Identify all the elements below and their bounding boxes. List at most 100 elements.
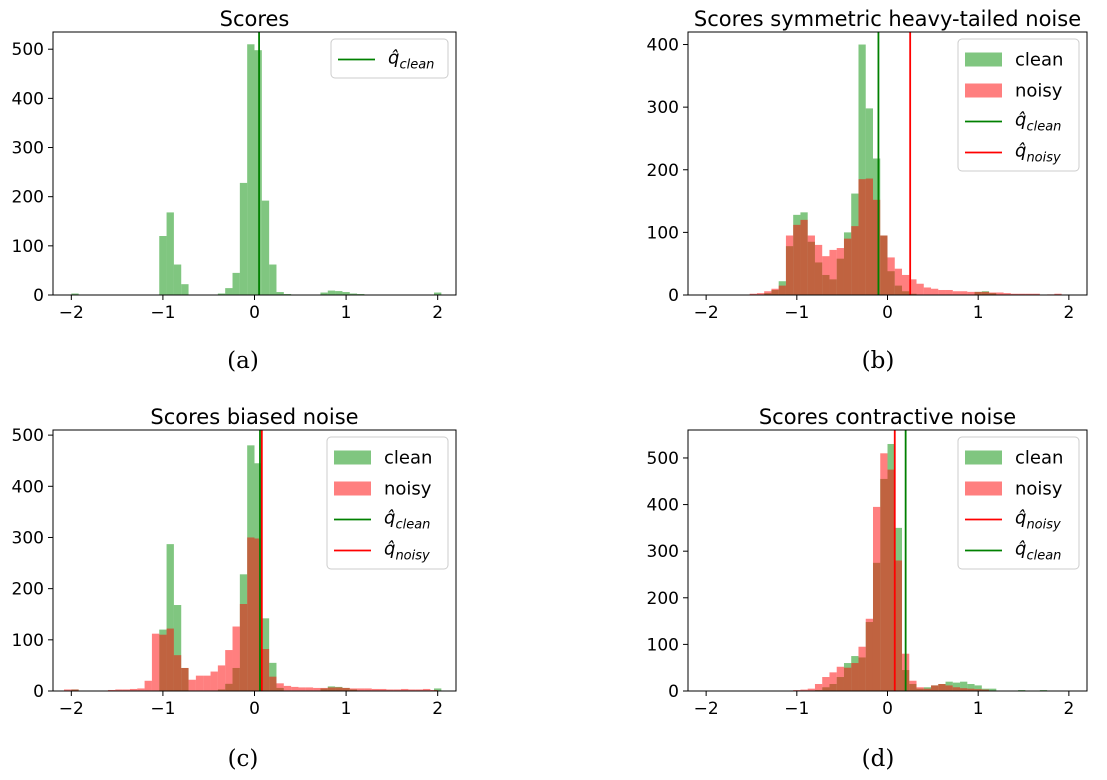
bar-noisy-41 bbox=[393, 689, 402, 691]
bar-noisy-5 bbox=[829, 672, 837, 691]
bar-noisy-21 bbox=[945, 685, 953, 691]
bar-noisy-40 bbox=[386, 689, 394, 691]
bar-noisy-4 bbox=[822, 677, 830, 691]
x-tick-label: 2 bbox=[432, 303, 443, 323]
x-tick-label: 1 bbox=[973, 699, 984, 719]
bar-noisy-6 bbox=[137, 688, 145, 691]
bar-noisy-8 bbox=[151, 633, 160, 691]
bar-noisy-29 bbox=[960, 291, 968, 295]
legend-swatch-noisy bbox=[334, 481, 371, 496]
y-tick-label: 200 bbox=[647, 589, 679, 609]
bar-noisy-1 bbox=[71, 689, 79, 691]
bar-noisy-38 bbox=[1025, 293, 1033, 295]
bar-noisy-0 bbox=[749, 293, 757, 295]
bar-noisy-37 bbox=[364, 688, 372, 691]
bar-clean-18 bbox=[342, 292, 350, 295]
x-tick-label: −2 bbox=[59, 303, 84, 323]
bar-noisy-10 bbox=[865, 618, 873, 691]
bar-noisy-4 bbox=[122, 689, 130, 691]
bar-clean-3 bbox=[173, 605, 182, 691]
bar-noisy-15 bbox=[858, 179, 866, 295]
x-tick-label: 2 bbox=[432, 699, 443, 719]
y-tick-label: 400 bbox=[647, 496, 679, 516]
bar-noisy-39 bbox=[379, 688, 387, 691]
y-tick-label: 100 bbox=[12, 631, 44, 651]
bar-noisy-29 bbox=[305, 687, 314, 691]
bar-noisy-38 bbox=[371, 688, 380, 691]
bar-noisy-12 bbox=[880, 453, 888, 691]
bar-noisy-46 bbox=[430, 689, 438, 691]
legend-box bbox=[326, 436, 449, 570]
bar-noisy-39 bbox=[1032, 293, 1040, 295]
bar-noisy-42 bbox=[401, 688, 409, 691]
panel-caption: (b) bbox=[862, 348, 895, 374]
bar-clean-16 bbox=[327, 290, 336, 295]
bar-noisy-9 bbox=[159, 634, 167, 691]
bar-noisy-23 bbox=[916, 283, 924, 295]
legend-box bbox=[957, 436, 1080, 570]
bar-noisy-2 bbox=[807, 688, 815, 691]
bar-noisy-3 bbox=[771, 288, 779, 295]
bar-clean-0 bbox=[71, 293, 79, 295]
y-tick-label: 200 bbox=[647, 161, 679, 181]
bar-noisy-18 bbox=[923, 688, 932, 691]
legend-box bbox=[330, 38, 449, 79]
x-tick-label: −1 bbox=[150, 303, 175, 323]
bar-noisy-25 bbox=[931, 288, 939, 295]
bar-noisy-14 bbox=[851, 226, 859, 295]
bar-noisy-0 bbox=[63, 689, 72, 691]
chart-title: Scores contractive noise bbox=[759, 405, 1016, 429]
bar-noisy-16 bbox=[210, 671, 218, 691]
bar-noisy-26 bbox=[938, 289, 946, 295]
bar-noisy-22 bbox=[952, 687, 961, 691]
bar-noisy-17 bbox=[217, 665, 226, 691]
bar-noisy-14 bbox=[894, 560, 903, 691]
bar-noisy-6 bbox=[793, 224, 801, 295]
bar-noisy-5 bbox=[785, 235, 794, 295]
bar-noisy-33 bbox=[989, 292, 997, 295]
panel-caption: (a) bbox=[227, 348, 259, 374]
bar-clean-21 bbox=[967, 684, 975, 691]
bar-noisy-23 bbox=[261, 649, 270, 691]
bar-noisy-8 bbox=[851, 663, 859, 691]
bar-noisy-11 bbox=[829, 249, 837, 295]
bar-clean-6 bbox=[225, 288, 233, 295]
legend-swatch-noisy bbox=[965, 481, 1002, 496]
bar-noisy-16 bbox=[909, 680, 917, 691]
bar-clean-11 bbox=[261, 200, 270, 295]
bar-clean-12 bbox=[269, 264, 277, 295]
bar-clean-15 bbox=[320, 292, 328, 295]
bar-noisy-9 bbox=[858, 646, 866, 691]
bar-noisy-35 bbox=[1003, 293, 1011, 295]
bar-noisy-20 bbox=[938, 684, 946, 691]
y-tick-label: 100 bbox=[647, 223, 679, 243]
bar-noisy-24 bbox=[269, 676, 277, 691]
bar-noisy-25 bbox=[974, 689, 982, 691]
bar-noisy-22 bbox=[254, 538, 262, 691]
legend-label-noisy: noisy bbox=[384, 479, 432, 500]
bar-noisy-18 bbox=[880, 235, 888, 295]
x-tick-label: 0 bbox=[249, 303, 260, 323]
x-tick-label: −1 bbox=[784, 303, 809, 323]
x-tick-label: 0 bbox=[882, 303, 893, 323]
y-tick-label: 400 bbox=[647, 36, 679, 56]
x-tick-label: 1 bbox=[341, 303, 352, 323]
chart-panel-2: −2 −1 0 1 2 0 100 200 300 400 Scores symmetric hea… bbox=[647, 7, 1088, 374]
bar-clean-2 bbox=[166, 544, 174, 691]
bar-noisy-10 bbox=[166, 628, 174, 691]
bar-noisy-13 bbox=[188, 679, 196, 691]
chart-title: Scores bbox=[220, 7, 290, 31]
x-tick-label: −2 bbox=[59, 699, 84, 719]
bar-noisy-6 bbox=[836, 666, 844, 691]
legend-swatch-clean bbox=[965, 52, 1002, 67]
legend-label-clean: clean bbox=[1015, 50, 1063, 71]
x-tick-label: 0 bbox=[249, 699, 260, 719]
legend-box bbox=[957, 38, 1080, 172]
y-tick-label: 0 bbox=[668, 286, 679, 306]
legend-label-clean: clean bbox=[1015, 448, 1063, 469]
plot-area bbox=[749, 32, 1062, 295]
y-tick-label: 200 bbox=[12, 580, 44, 600]
